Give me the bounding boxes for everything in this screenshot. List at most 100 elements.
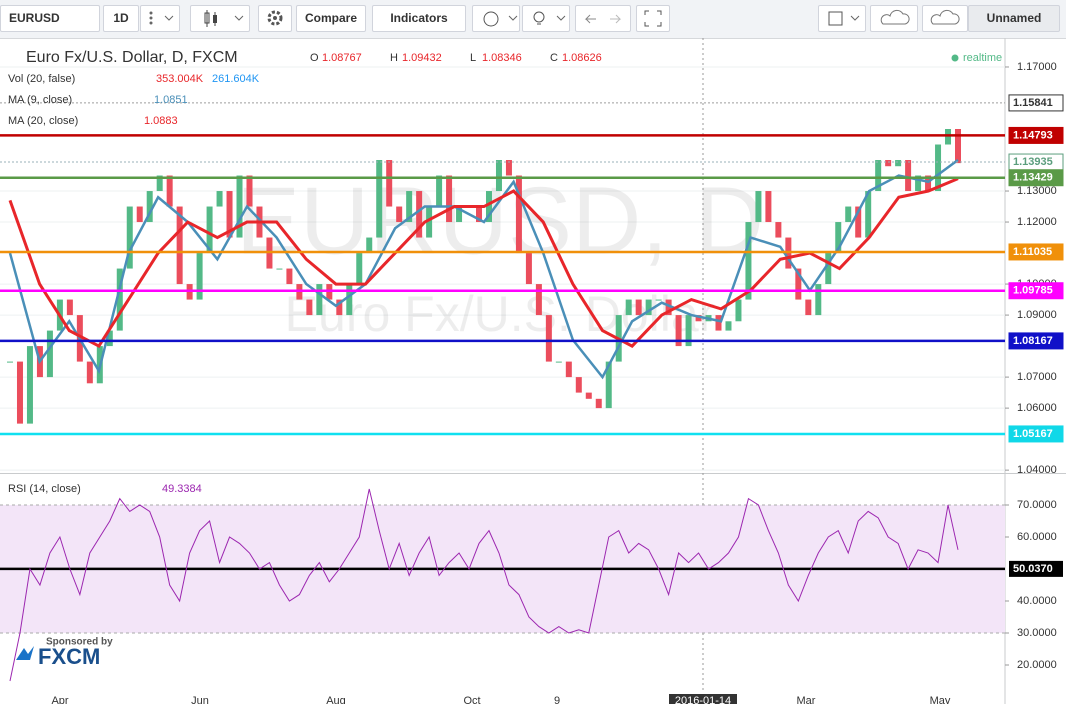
candle-body: [26, 346, 33, 424]
chart: 1.170001.130001.120001.100001.090001.070…: [0, 38, 1066, 704]
candle-body: [376, 160, 383, 238]
y-tick-label: 1.09000: [1017, 309, 1057, 321]
candle-body: [855, 206, 862, 238]
settings-button[interactable]: [258, 5, 292, 32]
ohlc-value: 1.08626: [562, 52, 602, 64]
level-label: 1.05167: [1013, 428, 1053, 440]
ohlc-key: H: [390, 52, 398, 64]
candle-body: [865, 191, 872, 238]
candle-body: [735, 299, 742, 322]
candle-body: [206, 206, 213, 254]
candle-body: [745, 222, 752, 300]
x-tick-label: 9: [554, 695, 560, 704]
chart-style-button[interactable]: [190, 5, 250, 32]
candle-body: [476, 206, 483, 223]
symbol-button[interactable]: EURUSD: [0, 5, 100, 32]
candle-body: [875, 160, 882, 192]
candle-body: [485, 191, 492, 223]
candle-body: [955, 129, 961, 164]
interval-menu[interactable]: [140, 5, 180, 32]
candle-body: [685, 315, 692, 347]
y-tick-label: 20.0000: [1017, 659, 1057, 671]
candle-body: [725, 321, 732, 331]
load-button[interactable]: [870, 5, 918, 32]
ma-value: 1.0883: [144, 115, 178, 127]
x-tick-label: Apr: [51, 695, 68, 704]
x-tick-label: Mar: [797, 695, 816, 704]
candle-body: [715, 315, 722, 331]
sponsor-text: Sponsored by: [46, 637, 113, 648]
ohlc-key: C: [550, 52, 558, 64]
candle-body: [286, 268, 293, 285]
cloud-up-icon: [930, 9, 960, 25]
candle-body: [336, 299, 343, 316]
level-label-box: [1008, 94, 1064, 112]
layout-button[interactable]: [818, 5, 866, 32]
candle-body: [935, 144, 942, 192]
menu-icon: [149, 11, 174, 25]
candle-body: [346, 284, 353, 316]
candle-body: [156, 175, 163, 192]
candle-body: [675, 315, 682, 347]
volume-value: 261.604K: [212, 73, 260, 85]
candle-body: [16, 361, 23, 424]
save-button[interactable]: [922, 5, 968, 32]
fullscreen-button[interactable]: [636, 5, 670, 32]
candle-body: [246, 175, 253, 207]
ma-name: MA (20, close): [8, 115, 78, 127]
undo-redo[interactable]: [575, 5, 631, 32]
status-dot: [951, 54, 959, 62]
cloud-icon: [880, 9, 910, 25]
rsi-line: [9, 488, 959, 682]
chart-title: Euro Fx/U.S. Dollar, D, FXCM: [26, 49, 238, 66]
level-label: 1.08167: [1013, 335, 1053, 347]
candle-body: [396, 206, 403, 223]
candle-body: [216, 191, 223, 207]
candle-body: [815, 284, 822, 316]
candle-body: [166, 175, 173, 207]
level-label: 1.14793: [1013, 129, 1053, 141]
candle-body: [306, 299, 313, 316]
level-label-box: [1008, 282, 1064, 300]
layout-name[interactable]: Unnamed: [968, 5, 1060, 32]
ohlc-key: L: [470, 52, 476, 64]
rsi-value: 49.3384: [162, 483, 202, 495]
bulb-icon: [533, 11, 566, 25]
candle-body: [645, 299, 652, 316]
candle-body: [915, 175, 922, 192]
candle-body: [446, 175, 453, 223]
candle-body: [695, 315, 702, 322]
ohlc-value: 1.08346: [482, 52, 522, 64]
level-label: 1.11035: [1013, 246, 1052, 258]
alert-icon: [483, 11, 518, 27]
level-label-box: [1008, 243, 1064, 261]
x-tick-label: Jun: [191, 695, 209, 704]
candle-body: [505, 160, 512, 176]
alert-button[interactable]: [472, 5, 520, 32]
level-label: 1.09785: [1013, 285, 1053, 297]
gear-icon: [267, 10, 283, 26]
undo-icon: [584, 14, 622, 24]
candle-body: [126, 206, 133, 269]
y-tick-label: 30.0000: [1017, 627, 1057, 639]
indicators-button[interactable]: Indicators: [372, 5, 466, 32]
y-tick-label: 70.0000: [1017, 499, 1057, 511]
candle-body: [406, 191, 413, 223]
crosshair-label-box: [669, 694, 737, 704]
candle-icon: [204, 10, 244, 27]
candle-body: [765, 191, 772, 223]
ideas-button[interactable]: [522, 5, 570, 32]
level-label-box: [1008, 425, 1064, 443]
level-label: 1.13935: [1013, 156, 1053, 168]
candle-body: [885, 160, 892, 167]
candle-body: [276, 268, 283, 270]
interval-button[interactable]: 1D: [103, 5, 139, 32]
ohlc-value: 1.08767: [322, 52, 362, 64]
candle-body: [585, 392, 592, 399]
candle-body: [495, 160, 502, 192]
ohlc-value: 1.09432: [402, 52, 442, 64]
level-label: 1.13429: [1013, 172, 1053, 184]
midline-label: 50.0370: [1013, 563, 1053, 575]
compare-button[interactable]: Compare: [296, 5, 366, 32]
